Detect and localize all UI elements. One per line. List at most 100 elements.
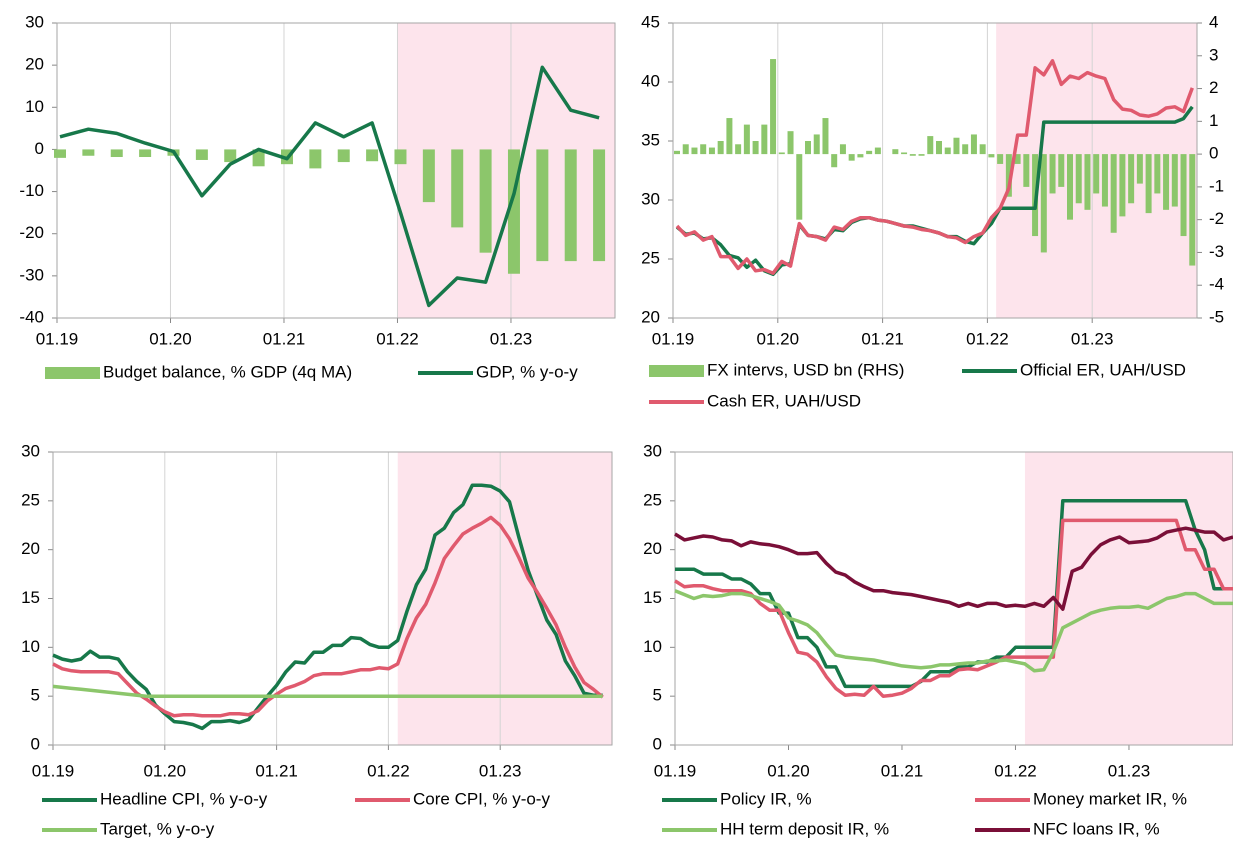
- legend-label: Money market IR, %: [1033, 789, 1187, 808]
- y-tick-label: -40: [19, 307, 44, 326]
- plot-frame: [56, 22, 616, 319]
- y-tick-label: 5: [653, 686, 662, 705]
- x-tick-label: 01.23: [1071, 329, 1114, 348]
- bar: [1189, 154, 1196, 266]
- y-tick-label: 25: [21, 490, 40, 509]
- y2-tick-label: 4: [1209, 12, 1218, 31]
- y-tick-label: 10: [643, 637, 662, 656]
- line: [675, 59, 1194, 275]
- plot-frame: [52, 451, 613, 746]
- bar: [1110, 154, 1117, 233]
- legend-label: Official ER, UAH/USD: [1020, 360, 1186, 379]
- legend-label: Target, % y-o-y: [100, 819, 215, 838]
- x-tick-label: 01.20: [767, 761, 810, 780]
- bar: [110, 149, 123, 158]
- y-tick-label: 35: [641, 130, 660, 149]
- legend-label: Headline CPI, % y-o-y: [100, 789, 268, 808]
- line: [674, 518, 1233, 698]
- bar: [874, 147, 881, 155]
- line: [674, 526, 1233, 611]
- bar: [1023, 154, 1030, 187]
- y-tick-label: 20: [21, 539, 40, 558]
- bar: [805, 141, 811, 155]
- bar: [82, 149, 95, 156]
- line: [59, 65, 600, 308]
- bar: [979, 144, 986, 155]
- bar: [1136, 154, 1143, 184]
- bar: [927, 136, 934, 155]
- x-tick-label: 01.20: [757, 329, 800, 348]
- bar: [394, 149, 407, 165]
- line: [52, 515, 604, 718]
- bar: [536, 149, 549, 262]
- bar: [796, 154, 803, 220]
- legend-swatch: [45, 367, 100, 379]
- bar: [787, 131, 794, 155]
- bar: [1049, 154, 1056, 194]
- bar: [479, 149, 492, 253]
- bar: [1101, 154, 1108, 207]
- bar: [309, 149, 322, 169]
- y-tick-label: -10: [19, 181, 44, 200]
- bar: [752, 141, 759, 155]
- bar: [988, 154, 995, 158]
- bar: [674, 150, 680, 155]
- x-tick-label: 01.19: [654, 761, 697, 780]
- bar: [770, 59, 777, 155]
- legend-label: FX intervs, USD bn (RHS): [707, 360, 904, 379]
- x-tick-label: 01.22: [994, 761, 1037, 780]
- y-tick-label: 20: [641, 307, 660, 326]
- bar: [1058, 154, 1065, 187]
- x-tick-label: 01.22: [966, 329, 1009, 348]
- bar: [962, 144, 969, 155]
- y-tick-label: 0: [35, 139, 44, 158]
- y-tick-label: 15: [21, 588, 40, 607]
- y-tick-label: 30: [21, 441, 40, 460]
- y-tick-label: 25: [641, 248, 660, 267]
- bar: [1128, 154, 1135, 204]
- legend-label: NFC loans IR, %: [1033, 819, 1160, 838]
- bar: [857, 154, 864, 158]
- bar: [700, 144, 707, 155]
- x-tick-label: 01.19: [32, 761, 75, 780]
- bar: [743, 124, 750, 155]
- bar: [936, 141, 942, 155]
- y-tick-label: 40: [641, 71, 660, 90]
- bar: [997, 154, 1004, 164]
- bar: [451, 149, 464, 228]
- bar: [839, 144, 846, 155]
- x-tick-label: 01.22: [376, 329, 419, 348]
- bar: [822, 118, 829, 155]
- line: [52, 684, 603, 698]
- bar: [708, 147, 715, 155]
- y-tick-label: -30: [19, 265, 44, 284]
- bar: [682, 144, 689, 155]
- bar: [1040, 154, 1047, 253]
- plot-frame: [672, 22, 1198, 319]
- x-tick-label: 01.23: [479, 761, 522, 780]
- y-tick-label: 0: [653, 734, 662, 753]
- y-tick-label: 10: [21, 637, 40, 656]
- line: [52, 483, 603, 731]
- bar: [422, 149, 435, 203]
- bar: [918, 154, 925, 156]
- legend-label: Cash ER, UAH/USD: [707, 391, 861, 410]
- x-tick-label: 01.21: [881, 761, 924, 780]
- bar: [901, 152, 908, 155]
- bar: [909, 154, 916, 156]
- plot-frame: [674, 451, 1233, 746]
- x-tick-label: 01.22: [367, 761, 410, 780]
- y-tick-label: 45: [641, 12, 660, 31]
- legend-label: Core CPI, % y-o-y: [413, 789, 550, 808]
- legend-label: HH term deposit IR, %: [720, 819, 889, 838]
- bar: [691, 147, 698, 155]
- bar: [139, 149, 152, 158]
- x-tick-label: 01.21: [255, 761, 298, 780]
- bar: [944, 147, 951, 155]
- bar: [593, 149, 606, 262]
- y2-tick-label: 1: [1209, 111, 1218, 130]
- bar: [366, 149, 379, 162]
- x-tick-label: 01.20: [149, 329, 192, 348]
- y2-tick-label: -3: [1209, 242, 1224, 261]
